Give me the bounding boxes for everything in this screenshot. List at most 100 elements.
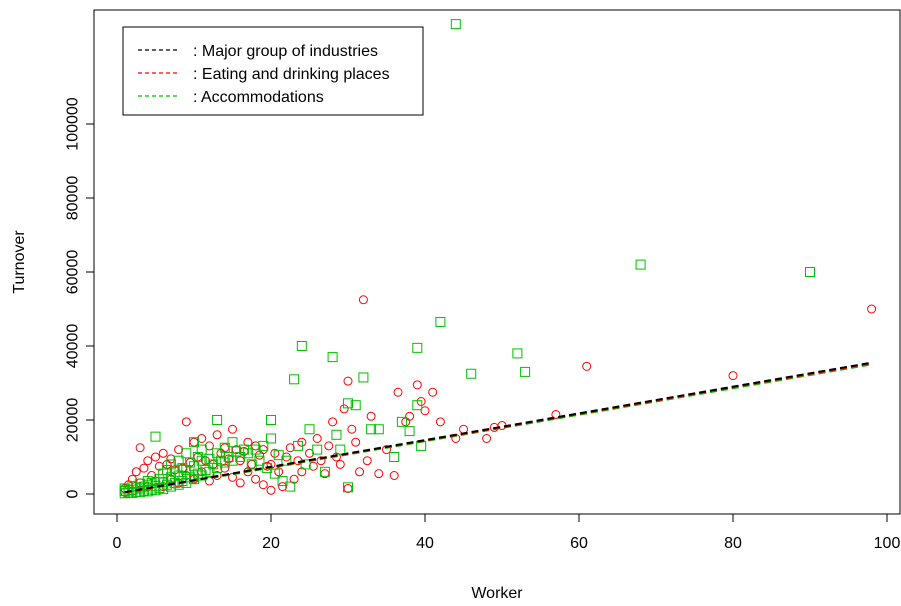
point-accommodations-88 bbox=[319, 466, 330, 477]
point-eating-and-drinking-places-79 bbox=[343, 483, 353, 493]
point-accommodations-39 bbox=[177, 463, 188, 474]
point-accommodations-92 bbox=[343, 398, 353, 409]
point-eating-and-drinking-places-37 bbox=[212, 471, 222, 480]
point-eating-and-drinking-places-95 bbox=[428, 387, 438, 397]
point-accommodations-71 bbox=[250, 444, 261, 455]
point-accommodations-77 bbox=[269, 468, 280, 479]
y-tick-label-0: 0 bbox=[65, 489, 82, 498]
point-eating-and-drinking-places-21 bbox=[174, 445, 184, 455]
point-eating-and-drinking-places-105 bbox=[867, 304, 877, 314]
point-accommodations-44 bbox=[185, 457, 196, 468]
y-tick-label-40000: 40000 bbox=[65, 324, 82, 369]
point-accommodations-85 bbox=[300, 459, 311, 470]
point-accommodations-12 bbox=[135, 478, 146, 489]
point-accommodations-36 bbox=[173, 470, 184, 481]
point-accommodations-100 bbox=[404, 426, 415, 437]
point-eating-and-drinking-places-71 bbox=[316, 456, 326, 466]
point-accommodations-87 bbox=[312, 444, 323, 455]
point-accommodations-24 bbox=[154, 474, 165, 485]
point-accommodations-109 bbox=[635, 259, 646, 270]
point-eating-and-drinking-places-55 bbox=[258, 480, 268, 490]
point-eating-and-drinking-places-96 bbox=[435, 417, 445, 427]
point-accommodations-7 bbox=[127, 480, 138, 491]
point-accommodations-96 bbox=[366, 424, 377, 435]
point-eating-and-drinking-places-68 bbox=[305, 448, 314, 458]
point-accommodations-79 bbox=[277, 476, 288, 487]
point-eating-and-drinking-places-89 bbox=[393, 387, 403, 397]
point-eating-and-drinking-places-70 bbox=[312, 434, 322, 443]
point-eating-and-drinking-places-61 bbox=[278, 482, 288, 492]
point-eating-and-drinking-places-24 bbox=[181, 417, 191, 427]
point-eating-and-drinking-places-80 bbox=[347, 424, 357, 434]
point-accommodations-75 bbox=[266, 415, 276, 425]
point-accommodations-81 bbox=[285, 481, 296, 492]
point-eating-and-drinking-places-74 bbox=[328, 417, 338, 427]
point-accommodations-22 bbox=[150, 431, 161, 442]
point-eating-and-drinking-places-15 bbox=[158, 448, 168, 458]
point-eating-and-drinking-places-84 bbox=[362, 456, 372, 466]
point-accommodations-66 bbox=[231, 446, 242, 457]
point-eating-and-drinking-places-86 bbox=[374, 469, 384, 479]
legend-label-major: : Major group of industries bbox=[193, 43, 378, 60]
legend-label-eating: : Eating and drinking places bbox=[193, 66, 390, 83]
point-eating-and-drinking-places-8 bbox=[139, 463, 149, 473]
point-eating-and-drinking-places-59 bbox=[270, 448, 280, 458]
point-eating-and-drinking-places-66 bbox=[297, 437, 307, 447]
y-axis-label: Turnover bbox=[11, 230, 28, 294]
point-eating-and-drinking-places-78 bbox=[343, 376, 353, 386]
point-eating-and-drinking-places-99 bbox=[482, 434, 492, 443]
point-accommodations-29 bbox=[162, 464, 173, 475]
point-accommodations-80 bbox=[281, 455, 292, 466]
point-accommodations-91 bbox=[335, 444, 346, 455]
point-accommodations-47 bbox=[189, 437, 199, 448]
point-accommodations-60 bbox=[215, 455, 226, 466]
point-eating-and-drinking-places-87 bbox=[382, 445, 391, 455]
point-accommodations-61 bbox=[219, 457, 230, 468]
x-tick-label-100: 100 bbox=[874, 535, 901, 552]
point-eating-and-drinking-places-34 bbox=[204, 476, 214, 486]
point-eating-and-drinking-places-63 bbox=[285, 443, 295, 453]
point-accommodations-110 bbox=[805, 267, 815, 277]
point-accommodations-82 bbox=[289, 374, 300, 385]
point-eating-and-drinking-places-88 bbox=[389, 471, 399, 480]
point-eating-and-drinking-places-73 bbox=[324, 441, 334, 451]
point-accommodations-106 bbox=[466, 368, 477, 379]
point-accommodations-31 bbox=[165, 472, 176, 483]
point-eating-and-drinking-places-77 bbox=[339, 404, 349, 414]
y-axis: 0 20000 40000 60000 80000 100000 bbox=[65, 97, 95, 498]
point-eating-and-drinking-places-53 bbox=[254, 450, 264, 460]
legend-label-accommodations: : Accommodations bbox=[193, 89, 324, 106]
point-eating-and-drinking-places-36 bbox=[212, 430, 222, 440]
point-accommodations-97 bbox=[373, 424, 384, 435]
x-tick-label-40: 40 bbox=[416, 535, 434, 552]
point-eating-and-drinking-places-104 bbox=[728, 371, 738, 381]
point-eating-and-drinking-places-94 bbox=[420, 406, 430, 416]
y-tick-label-80000: 80000 bbox=[65, 176, 82, 221]
point-eating-and-drinking-places-40 bbox=[220, 463, 230, 473]
point-accommodations-34 bbox=[169, 466, 180, 477]
point-accommodations-45 bbox=[189, 474, 199, 485]
legend: : Major group of industries : Eating and… bbox=[122, 26, 424, 116]
point-accommodations-53 bbox=[200, 464, 211, 475]
x-tick-label-0: 0 bbox=[113, 535, 122, 552]
point-accommodations-76 bbox=[266, 433, 276, 444]
point-eating-and-drinking-places-92 bbox=[412, 380, 422, 390]
point-eating-and-drinking-places-25 bbox=[181, 471, 191, 480]
point-eating-and-drinking-places-18 bbox=[166, 454, 176, 464]
point-eating-and-drinking-places-67 bbox=[297, 467, 307, 477]
point-accommodations-48 bbox=[192, 468, 203, 479]
point-accommodations-32 bbox=[165, 459, 176, 470]
point-accommodations-49 bbox=[192, 452, 203, 462]
point-accommodations-105 bbox=[450, 19, 461, 30]
point-eating-and-drinking-places-103 bbox=[582, 361, 592, 371]
point-accommodations-69 bbox=[242, 448, 253, 459]
y-tick-label-20000: 20000 bbox=[65, 398, 82, 443]
point-eating-and-drinking-places-83 bbox=[358, 295, 368, 305]
point-eating-and-drinking-places-60 bbox=[274, 467, 284, 477]
point-accommodations-104 bbox=[435, 316, 446, 327]
point-accommodations-58 bbox=[212, 448, 223, 459]
point-accommodations-56 bbox=[208, 459, 219, 470]
point-eating-and-drinking-places-85 bbox=[366, 411, 376, 421]
point-eating-and-drinking-places-42 bbox=[228, 424, 237, 434]
